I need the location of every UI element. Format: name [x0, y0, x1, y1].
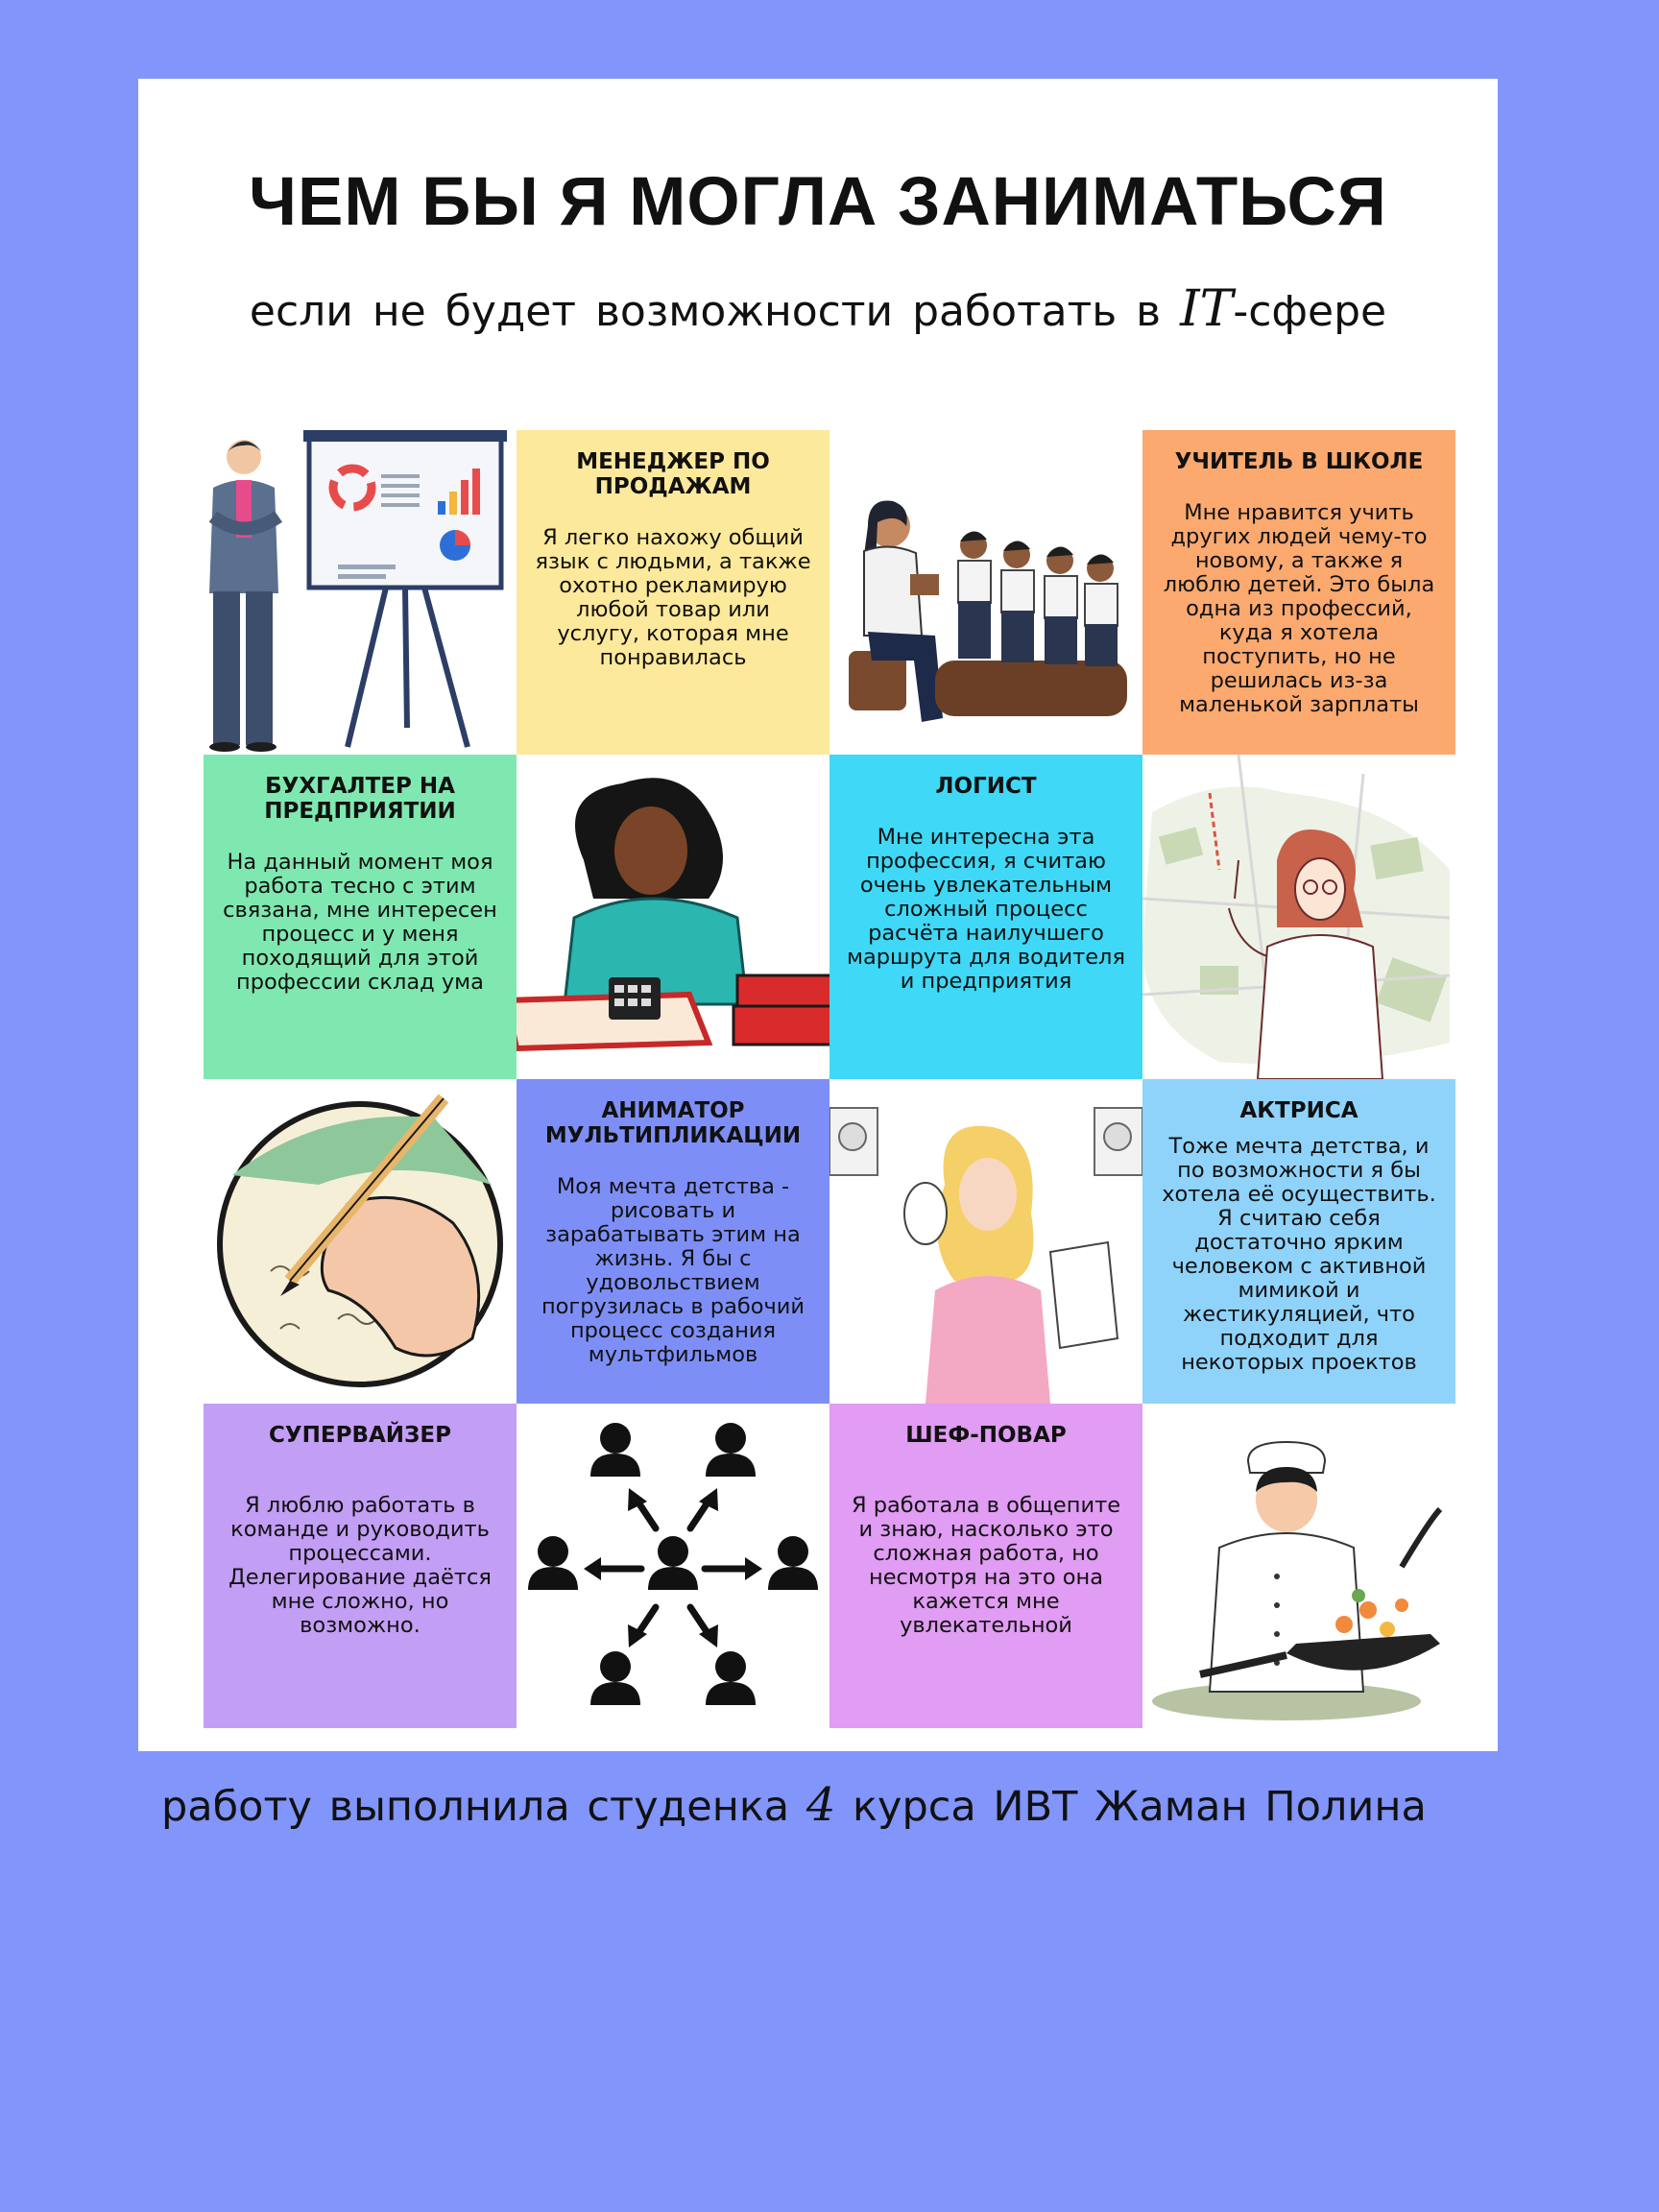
card-actress-text: Тоже мечта детства, и по возможности я б… — [1162, 1134, 1436, 1375]
businessman-presentation-icon — [204, 430, 517, 755]
card-manager-title: МЕНЕДЖЕР ПО ПРОДАЖАМ — [576, 449, 770, 499]
card-logist: ЛОГИСТ Мне интересна эта профессия, я сч… — [830, 755, 1142, 1079]
card-animator-text: Моя мечта детства - рисовать и зарабатыв… — [541, 1174, 805, 1367]
team-delegation-network-icon — [517, 1404, 830, 1728]
teacher-reading-to-children-icon — [830, 430, 1142, 755]
card-supervisor-text: Я люблю работать в команде и руководить … — [228, 1493, 492, 1638]
card-teacher-title: УЧИТЕЛЬ В ШКОЛЕ — [1174, 449, 1424, 474]
card-animator-title: АНИМАТОР МУЛЬТИПЛИКАЦИИ — [544, 1098, 802, 1148]
card-teacher-text: Мне нравится учить других людей чему-то … — [1163, 500, 1435, 717]
woman-with-city-map-icon — [1142, 755, 1455, 1079]
footer-text-end: курса ИВТ Жаман Полина — [853, 1783, 1427, 1831]
chef-cooking-wok-icon — [1142, 1404, 1455, 1728]
actress-with-mask-icon — [830, 1079, 1142, 1404]
card-supervisor: СУПЕРВАЙЗЕР Я люблю работать в команде и… — [204, 1404, 517, 1728]
card-chef-title: ШЕФ-ПОВАР — [905, 1423, 1067, 1448]
footer-text: работу выполнила студенка — [161, 1783, 790, 1831]
page-subtitle: если не будет возможности работать в IT-… — [138, 280, 1498, 338]
subtitle-script-text: IT — [1180, 280, 1234, 338]
card-accountant: БУХГАЛТЕР НА ПРЕДПРИЯТИИ На данный момен… — [204, 755, 517, 1079]
card-actress-title: АКТРИСА — [1239, 1098, 1358, 1123]
card-manager: МЕНЕДЖЕР ПО ПРОДАЖАМ Я легко нахожу общи… — [517, 430, 830, 755]
card-teacher: УЧИТЕЛЬ В ШКОЛЕ Мне нравится учить други… — [1142, 430, 1455, 755]
hand-drawing-with-pencil-icon — [204, 1079, 517, 1404]
card-animator: АНИМАТОР МУЛЬТИПЛИКАЦИИ Моя мечта детств… — [517, 1079, 830, 1404]
card-actress: АКТРИСА Тоже мечта детства, и по возможн… — [1142, 1079, 1455, 1404]
card-supervisor-title: СУПЕРВАЙЗЕР — [269, 1423, 451, 1448]
poster-sheet: ЧЕМ БЫ Я МОГЛА ЗАНИМАТЬСЯ если не будет … — [138, 79, 1498, 1751]
page-title: ЧЕМ БЫ Я МОГЛА ЗАНИМАТЬСЯ — [249, 164, 1387, 240]
subtitle-suffix: -сфере — [1233, 287, 1387, 336]
card-logist-text: Мне интересна эта профессия, я считаю оч… — [847, 825, 1125, 994]
card-chef-text: Я работала в общепите и знаю, насколько … — [851, 1493, 1121, 1638]
card-chef: ШЕФ-ПОВАР Я работала в общепите и знаю, … — [830, 1404, 1142, 1728]
card-logist-title: ЛОГИСТ — [935, 774, 1037, 799]
card-accountant-text: На данный момент моя работа тесно с этим… — [223, 850, 497, 995]
card-manager-text: Я легко нахожу общий язык с людьми, а та… — [535, 525, 811, 670]
subtitle-text: если не будет возможности работать в — [249, 287, 1162, 336]
footer-credit: работу выполнила студенка 4 курса ИВТ Жа… — [161, 1778, 1427, 1832]
footer-course-number: 4 — [805, 1778, 836, 1832]
woman-with-calculator-icon — [517, 755, 830, 1079]
card-accountant-title: БУХГАЛТЕР НА ПРЕДПРИЯТИИ — [264, 774, 456, 824]
